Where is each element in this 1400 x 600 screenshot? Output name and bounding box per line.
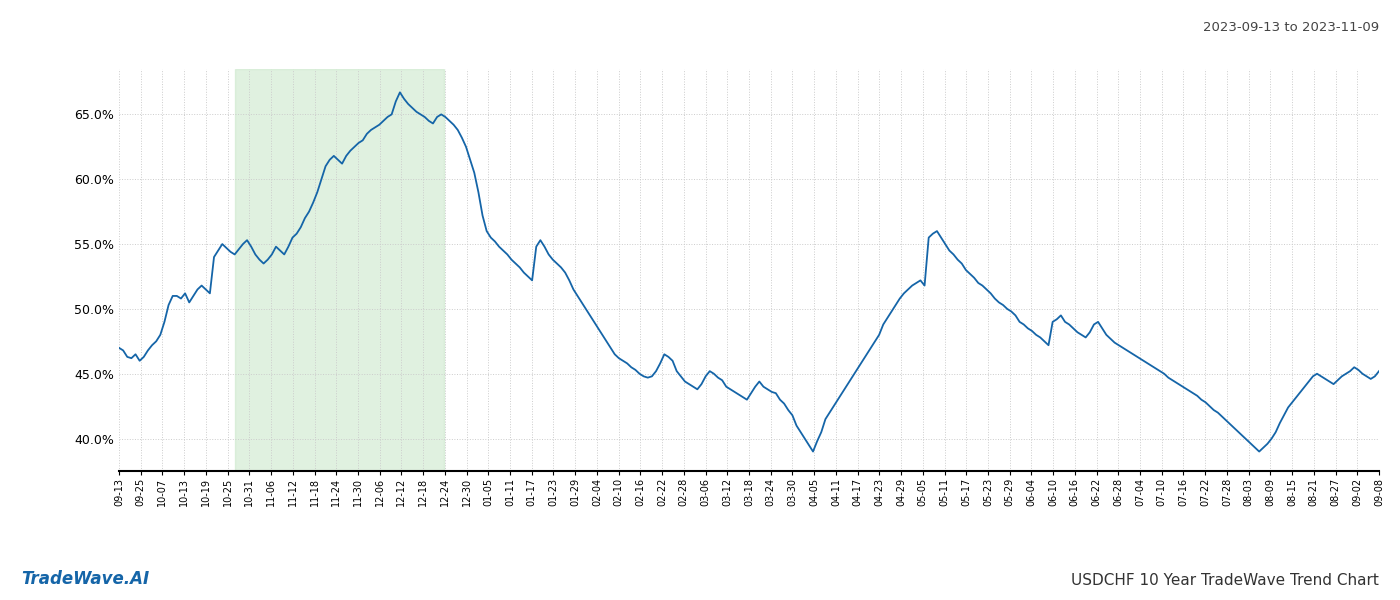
- Text: 2023-09-13 to 2023-11-09: 2023-09-13 to 2023-11-09: [1203, 21, 1379, 34]
- Text: USDCHF 10 Year TradeWave Trend Chart: USDCHF 10 Year TradeWave Trend Chart: [1071, 573, 1379, 588]
- Bar: [235, 69, 444, 471]
- Text: TradeWave.AI: TradeWave.AI: [21, 570, 150, 588]
